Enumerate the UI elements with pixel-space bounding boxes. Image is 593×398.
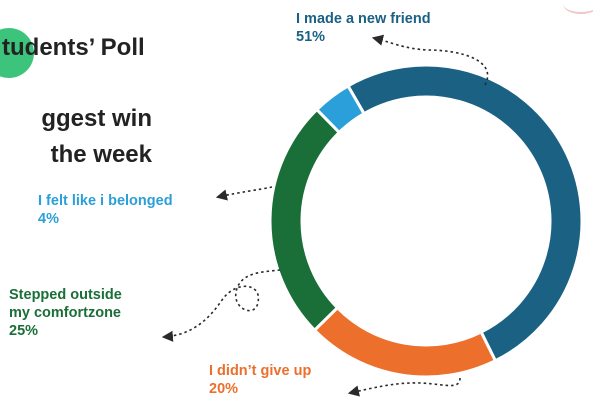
slice-gave-up — [312, 305, 498, 379]
slice-comfortzone — [268, 107, 342, 333]
slice-new-friend — [345, 63, 584, 363]
label-belonged: I felt like i belonged 4% — [38, 192, 173, 228]
slice-belonged — [314, 83, 367, 135]
label-new-friend-value: 51% — [296, 29, 326, 45]
donut-slices — [268, 63, 584, 379]
connector-arrow-gaveup — [347, 377, 461, 397]
connector-arrow-comfortzone — [161, 269, 281, 342]
label-comfortzone-text-2: my comfortzone — [9, 305, 121, 321]
poll-question-line-2: the week — [50, 141, 152, 168]
label-new-friend-text: I made a new friend — [296, 11, 431, 27]
connector-arrow-belonged — [215, 186, 273, 201]
label-belonged-value: 4% — [38, 211, 59, 227]
poll-question: ggest win the week — [2, 101, 152, 173]
label-gave-up-text: I didn’t give up — [209, 363, 312, 379]
poll-question-line-1: ggest win — [41, 105, 152, 132]
label-belonged-text: I felt like i belonged — [38, 193, 173, 209]
label-new-friend: I made a new friend 51% — [296, 10, 431, 46]
poll-title: tudents’ Poll — [2, 34, 145, 61]
connector-arrow-friend — [371, 34, 489, 86]
label-comfortzone: Stepped outside my comfortzone 25% — [9, 286, 122, 340]
label-comfortzone-text-1: Stepped outside — [9, 287, 122, 303]
label-comfortzone-value: 25% — [9, 323, 39, 339]
corner-decoration — [563, 0, 593, 14]
label-gave-up-value: 20% — [209, 381, 239, 397]
label-connectors — [161, 34, 489, 397]
label-gave-up: I didn’t give up 20% — [209, 362, 311, 398]
